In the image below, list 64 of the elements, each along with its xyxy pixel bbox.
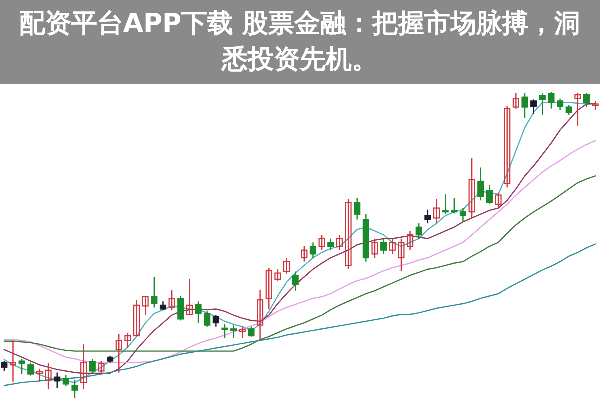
candlestick: [45, 362, 52, 390]
candlestick: [142, 296, 149, 316]
candlestick: [451, 198, 458, 214]
candlestick: [18, 358, 26, 375]
candlestick: [557, 98, 564, 111]
candlestick: [583, 92, 590, 108]
candlestick: [574, 92, 582, 128]
candlestick: [10, 340, 17, 383]
candlestick: [89, 358, 96, 374]
candlestick: [204, 310, 211, 328]
candlestick: [54, 372, 61, 389]
candlestick: [433, 198, 440, 224]
candlestick: [133, 299, 140, 338]
candlestick: [566, 104, 572, 116]
candlestick: [592, 100, 599, 111]
candlestick: [98, 360, 105, 374]
candlestick: [283, 257, 290, 275]
candlestick: [178, 296, 184, 322]
candlestick: [424, 209, 432, 224]
candlestick: [212, 314, 220, 328]
candlestick: [486, 184, 493, 206]
candlestick: [1, 360, 8, 372]
candlestick: [248, 326, 255, 338]
candlestick: [372, 238, 378, 259]
candlestick: [168, 290, 176, 311]
candlestick: [336, 234, 343, 251]
candlestick: [310, 242, 317, 259]
candlestick: [318, 234, 326, 251]
candlestick: [548, 91, 555, 110]
candlestick: [416, 222, 422, 240]
candlestick: [301, 246, 308, 262]
candlestick: [442, 194, 449, 215]
candlestick: [222, 324, 228, 339]
candlestick: [266, 267, 272, 310]
candlestick: [522, 92, 528, 119]
candlestick: [274, 268, 282, 282]
candlestick: [72, 380, 78, 399]
candlestick: [239, 326, 246, 339]
candlestick: [292, 271, 299, 292]
candlestick: [468, 158, 476, 219]
candlestick: [186, 278, 193, 316]
candlestick: [328, 238, 334, 251]
title: 配资平台APP下载 股票金融：把握市场脉搏，洞悉投资先机。: [0, 0, 600, 84]
candlestick: [151, 276, 158, 308]
candlestick: [36, 368, 43, 383]
candlestick: [389, 238, 396, 255]
candlestick: [257, 290, 264, 342]
candlestick: [539, 92, 546, 116]
candlestick: [460, 208, 467, 222]
candlestick: [398, 238, 405, 272]
candlestick: [230, 324, 238, 339]
candlestick: [495, 192, 502, 209]
candlestick: [478, 167, 484, 202]
candlestick: [380, 238, 388, 255]
candlestick: [28, 362, 34, 376]
candlestick: [80, 344, 88, 390]
candlestick: [512, 92, 520, 110]
candlestick: [195, 301, 202, 324]
candlestick: [62, 374, 70, 388]
candlestick: [354, 198, 361, 220]
candlestick: [407, 230, 414, 251]
candlestick: [530, 99, 538, 115]
candlestick: [116, 334, 122, 374]
candlestick: [124, 332, 132, 349]
